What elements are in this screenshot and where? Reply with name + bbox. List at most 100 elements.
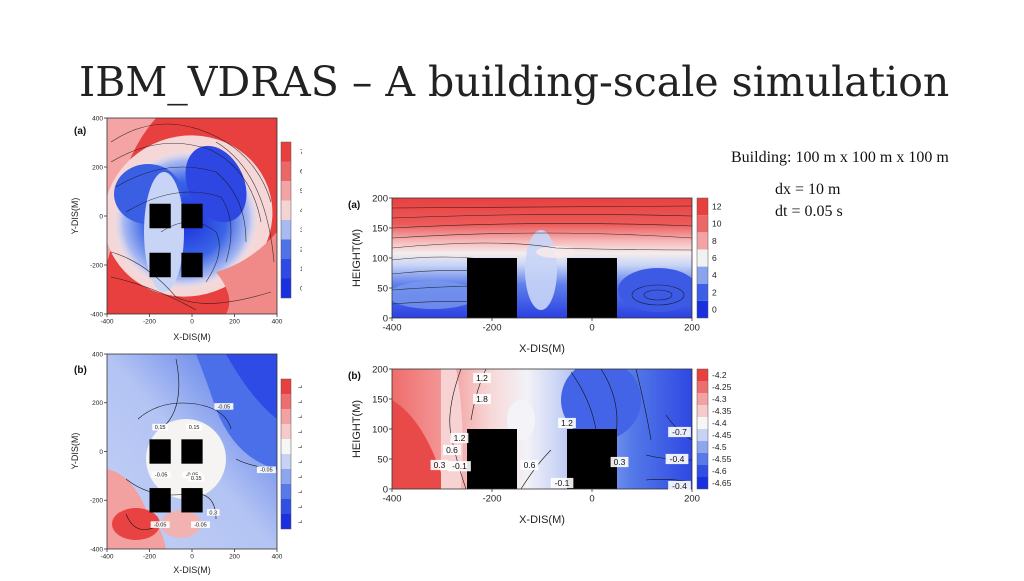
y-tick-label: 150 [372,394,388,405]
x-tick-label: -400 [382,494,401,505]
colorbar-label: -4.6 [712,466,727,476]
y-tick-label: -200 [90,262,103,269]
building [149,439,171,464]
contour-label: 0.3 [614,457,626,467]
contour-label: 0.6 [446,445,458,455]
buildings [149,439,203,513]
field-region [226,354,277,419]
colorbar-label: -4.65 [712,478,732,488]
x-tick-label: -400 [100,319,113,326]
contour-label: -0.1 [452,461,467,471]
contour-label-bg [558,417,576,429]
building-size-note: Building: 100 m x 100 m x 100 m [731,149,949,166]
x-tick-label: 0 [589,323,594,334]
contour-label: -0.1 [555,478,570,488]
colorbar-swatch [281,454,291,469]
colorbar-label: 2 [712,287,717,297]
colorbar-swatch [281,409,291,424]
building [181,203,203,229]
contour-label: -0.05 [154,523,167,529]
colorbar-label: 4 [712,270,717,280]
colorbar-label: -4.6 [298,504,302,511]
building [181,439,203,464]
y-tick-label: 50 [377,283,388,294]
colorbar-swatch [697,381,708,393]
contour-label-bg [550,477,574,489]
streamlines [392,205,692,306]
colorbar-swatch [697,249,708,267]
building [149,203,171,229]
colorbar-swatch [281,499,291,514]
y-tick-label: -400 [90,546,103,553]
x-tick-label: 0 [589,494,594,505]
y-tick-label: 0 [99,449,103,456]
colorbar-swatch [281,514,291,529]
colorbar-label: 1 [300,266,302,273]
colorbar-swatch [697,232,708,250]
colorbar-label: 10 [712,219,722,229]
colorbar-swatch [281,259,291,279]
x-tick-label: 400 [272,319,283,326]
field-region [216,232,277,314]
chart-top-right: (a) X-DIS(M) HEIGHT(M) -400 -200 0 200 0 50 10… [348,193,722,355]
colorbar-swatch [697,266,708,284]
y-axis-label: Y-DIS(M) [70,198,80,235]
x-tick-label: 0 [190,319,194,326]
contour-label: 0.15 [189,425,200,431]
contour-label-bg [191,521,210,528]
colorbar-swatch [281,278,291,298]
x-tick-label: 200 [684,323,700,334]
field-region [561,369,641,440]
contour-label: -0.7 [672,427,687,437]
contour-label: -0.05 [194,523,207,529]
colorbar-label: 6 [300,169,302,176]
colorbar-label: -4.5 [298,474,302,481]
colorbar-label: 3 [300,227,302,234]
colorbar-swatch [697,198,708,216]
field-region [525,230,557,310]
building [467,429,517,489]
colorbar-label: 12 [712,202,722,212]
colorbar-swatch [281,142,291,162]
chart-panel-bottom-right: (b) X-DIS(M) HEIGHT(M) -400 -200 0 200 0 50 10… [346,360,746,533]
colorbar-swatch [697,215,708,233]
contour-label-bg [151,471,171,478]
chart-bottom-right: (b) X-DIS(M) HEIGHT(M) -400 -200 0 200 0 50 10… [348,364,732,526]
colorbar-frame [280,141,292,299]
contour-label-bg [443,444,461,456]
colorbar-label: -4.4 [712,418,727,428]
y-tick-label: -200 [90,498,103,505]
colorbar-label: -4.55 [712,454,732,464]
panel-label: (a) [348,200,360,211]
colorbar-swatch [697,405,708,417]
colorbar-label: 8 [712,236,717,246]
x-tick-label: 0 [190,554,194,561]
streamlines [110,123,275,311]
panel-label: (b) [74,365,87,376]
contour-label-bg [256,466,276,474]
colorbar-frame [280,378,292,530]
x-tick-label: -200 [143,319,156,326]
x-axis-label: X-DIS(M) [519,343,565,355]
colorbar-label: -4.25 [712,382,732,392]
contour-label: 0.3 [434,460,446,470]
contour-label: 0.15 [155,425,166,431]
colorbar-label: -4.45 [712,430,732,440]
colorbar-swatch [697,300,708,318]
page-title: IBM_VDRAS – A building-scale simulation [79,58,950,106]
contour-label-bg [668,480,691,492]
chart-top-left: (a) X-DIS(M) Y-DIS(M) -400 -200 0 200 400-40… [70,115,304,342]
field-region [441,369,463,489]
contour-label: 1.2 [561,418,573,428]
colorbar-label: -4.35 [298,429,302,436]
contour-label: 1.2 [476,373,488,383]
contour-label: 0.15 [191,476,202,482]
field-region [161,510,201,538]
panel-label: (b) [348,371,361,382]
contour-label-bg [450,432,469,444]
contour-label-bg [152,423,169,431]
colorbar-swatch [697,417,708,429]
dt-note: dt = 0.05 s [775,203,843,220]
contour-label-bg [520,459,539,471]
x-tick-label: -200 [143,554,156,561]
